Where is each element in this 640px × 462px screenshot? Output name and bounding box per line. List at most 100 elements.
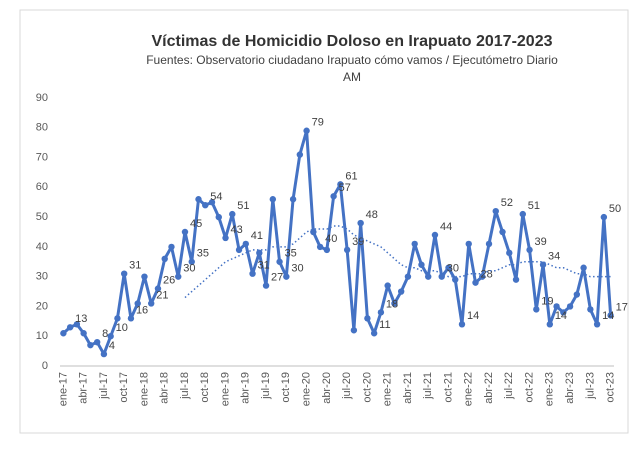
x-tick-label: abr-18	[159, 372, 171, 404]
data-label: 51	[237, 200, 249, 212]
x-tick-label: ene-19	[219, 372, 231, 406]
data-point	[506, 249, 513, 257]
data-point	[73, 321, 81, 328]
data-label: 14	[467, 310, 479, 322]
data-label: 45	[190, 218, 202, 230]
data-point	[485, 240, 493, 248]
data-point	[120, 270, 128, 277]
x-tick-label: oct-20	[361, 372, 373, 403]
series-line	[62, 129, 613, 356]
x-tick-label: ene-20	[301, 372, 313, 406]
data-point	[458, 321, 466, 328]
data-label: 40	[325, 233, 337, 245]
data-point	[600, 213, 608, 221]
data-point	[593, 321, 601, 328]
data-label: 28	[481, 269, 493, 281]
data-point	[465, 240, 472, 248]
data-point	[208, 199, 216, 206]
data-point	[425, 273, 432, 280]
data-label: 39	[535, 236, 547, 248]
data-point	[229, 210, 236, 218]
data-point	[134, 300, 141, 307]
x-tick-label: ene-22	[463, 372, 475, 406]
y-tick-label: 70	[36, 151, 48, 163]
x-tick-label: abr-23	[564, 372, 576, 404]
data-point	[357, 219, 364, 227]
data-label: 27	[271, 272, 283, 284]
chart-subtitle: Fuentes: Observatorio ciudadano Irapuato…	[146, 53, 558, 67]
data-label: 48	[366, 209, 378, 221]
data-point	[87, 341, 94, 349]
x-tick-label: jul-19	[260, 372, 272, 400]
data-point	[330, 193, 337, 200]
data-point	[431, 231, 439, 239]
data-point	[411, 240, 418, 248]
data-point	[337, 181, 344, 188]
data-point	[114, 315, 121, 322]
data-label: 31	[258, 260, 270, 272]
x-tick-label: jul-22	[503, 372, 515, 400]
data-label: 35	[285, 248, 297, 260]
x-tick-label: abr-19	[240, 372, 252, 404]
data-point	[560, 309, 567, 316]
data-label: 13	[75, 313, 87, 325]
y-tick-label: 80	[36, 122, 48, 134]
data-point	[316, 243, 324, 251]
data-point	[256, 249, 263, 257]
data-point	[553, 303, 560, 310]
data-point	[141, 273, 148, 280]
y-tick-label: 10	[36, 330, 48, 342]
data-label: 14	[555, 310, 567, 322]
data-point	[492, 207, 499, 215]
data-point	[452, 276, 459, 283]
data-point	[370, 330, 378, 337]
data-point	[154, 285, 162, 292]
data-point	[100, 350, 108, 358]
data-point	[262, 282, 270, 289]
data-point	[202, 202, 209, 209]
data-point	[215, 213, 222, 221]
data-point	[235, 246, 243, 254]
data-point	[445, 264, 452, 271]
data-point	[519, 210, 526, 218]
data-point	[276, 258, 283, 265]
data-label: 35	[197, 248, 209, 260]
x-tick-label: abr-21	[402, 372, 414, 404]
data-point	[175, 273, 182, 280]
data-point	[66, 324, 74, 331]
data-point	[343, 246, 351, 254]
data-label: 14	[602, 310, 614, 322]
data-point	[573, 291, 581, 298]
x-tick-label: oct-23	[605, 372, 617, 403]
data-label: 19	[541, 295, 553, 307]
x-tick-label: abr-17	[78, 372, 90, 404]
y-tick-label: 0	[42, 360, 48, 372]
x-tick-label: oct-18	[199, 372, 211, 403]
x-tick-label: abr-20	[321, 372, 333, 404]
data-label: 11	[379, 319, 390, 331]
data-point	[587, 306, 594, 313]
data-point	[533, 306, 540, 313]
data-point	[188, 258, 195, 265]
data-label: 44	[440, 221, 452, 233]
data-point	[607, 312, 614, 319]
data-point	[323, 246, 331, 254]
y-tick-label: 90	[36, 92, 48, 104]
data-point	[93, 338, 101, 346]
x-tick-label: ene-23	[544, 372, 556, 406]
data-point	[472, 279, 479, 286]
chart-frame	[19, 9, 629, 434]
data-point	[566, 303, 574, 310]
data-point	[283, 273, 290, 280]
data-point	[397, 288, 405, 295]
data-label: 17	[616, 301, 628, 313]
data-label: 30	[183, 263, 195, 275]
data-point	[195, 196, 202, 203]
data-point	[580, 264, 587, 271]
data-point	[350, 327, 358, 334]
data-point	[404, 273, 412, 280]
data-point	[438, 273, 445, 280]
data-point	[181, 228, 189, 236]
data-point	[80, 330, 87, 337]
data-point	[249, 270, 256, 277]
